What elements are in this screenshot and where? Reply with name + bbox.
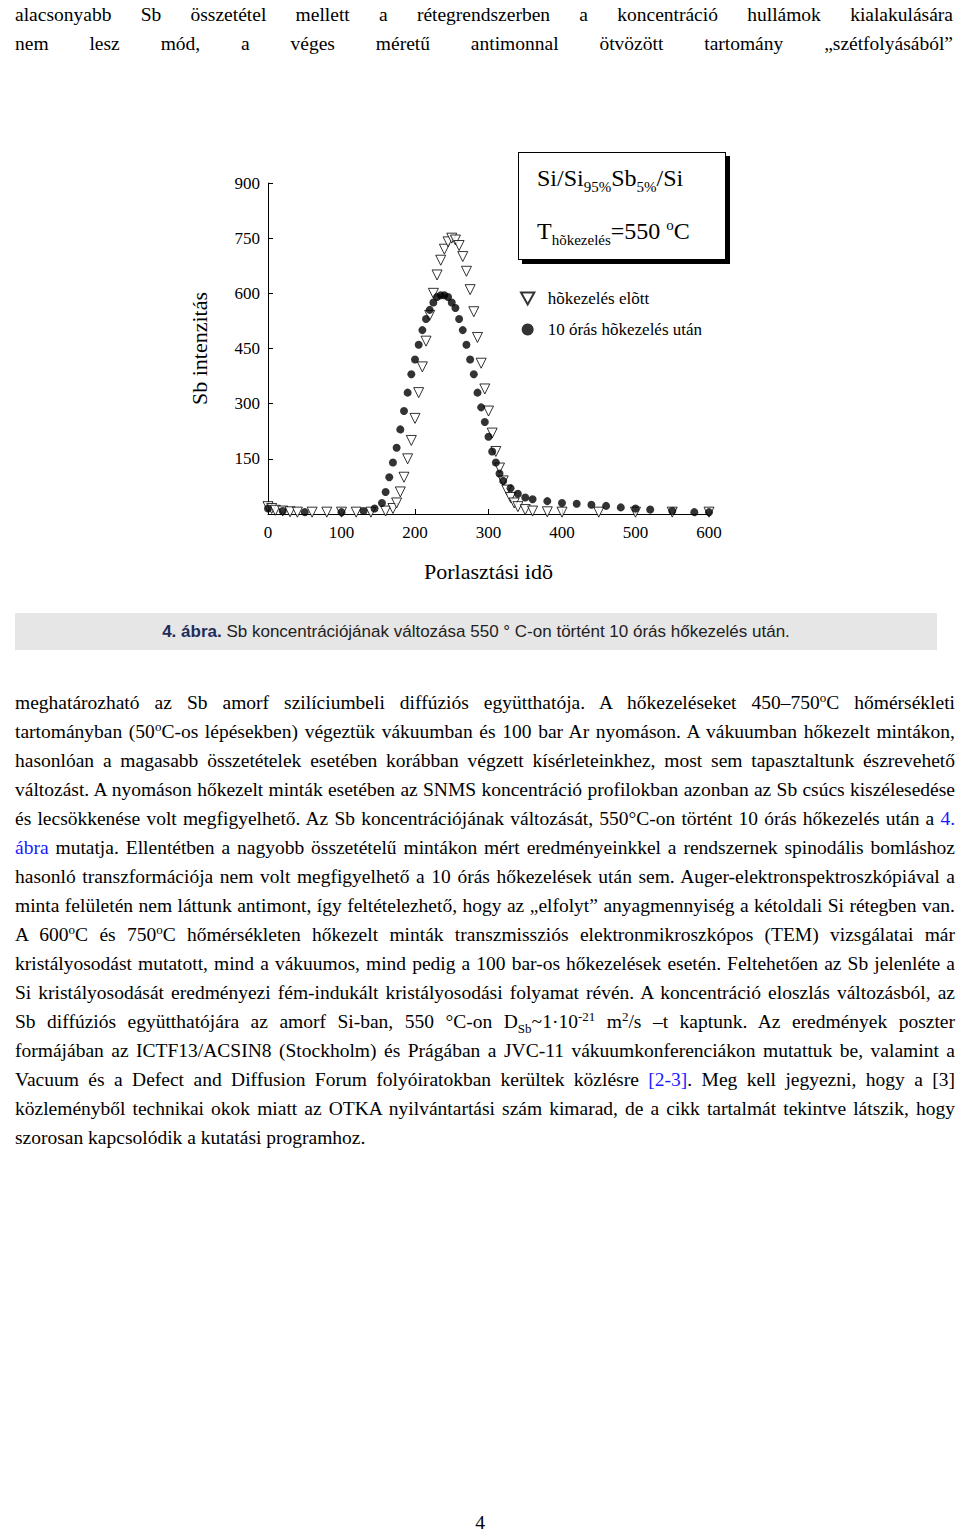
svg-text:hõkezelés elõtt: hõkezelés elõtt (548, 289, 650, 308)
svg-text:10 órás hõkezelés után: 10 órás hõkezelés után (548, 320, 703, 339)
svg-text:Sb intenzitás: Sb intenzitás (187, 292, 212, 405)
svg-text:400: 400 (549, 523, 575, 542)
html-text:Si/Si95%Sb5%/Si: Si/Si95%Sb5%/Si (537, 165, 684, 195)
svg-text:200: 200 (402, 523, 428, 542)
svg-text:Porlasztási idõ: Porlasztási idõ (424, 559, 553, 584)
html-text:4. ábra. Sb koncentrációjának: 4. ábra. Sb koncentrációjának változása … (162, 622, 790, 641)
svg-text:900: 900 (235, 174, 261, 193)
svg-text:300: 300 (476, 523, 502, 542)
html-text:nem lesz mód, a véges méretű a: nem lesz mód, a véges méretű antimonnal … (15, 33, 953, 54)
svg-text:600: 600 (235, 284, 261, 303)
svg-text:500: 500 (623, 523, 649, 542)
svg-text:750: 750 (235, 229, 261, 248)
html-text:alacsonyabb Sb összetétel mell: alacsonyabb Sb összetétel mellett a réte… (15, 4, 953, 25)
html-text:meghatározható az Sb amorf szi: meghatározható az Sb amorf szilíciumbeli… (15, 689, 955, 1148)
svg-text:100: 100 (329, 523, 355, 542)
svg-text:600: 600 (696, 523, 722, 542)
svg-text:450: 450 (235, 339, 261, 358)
svg-text:0: 0 (264, 523, 273, 542)
svg-text:150: 150 (235, 449, 261, 468)
html-text:Thõkezelés=550oC: Thõkezelés=550oC (537, 216, 690, 248)
html-text:4: 4 (475, 1512, 485, 1533)
svg-text:300: 300 (235, 394, 261, 413)
